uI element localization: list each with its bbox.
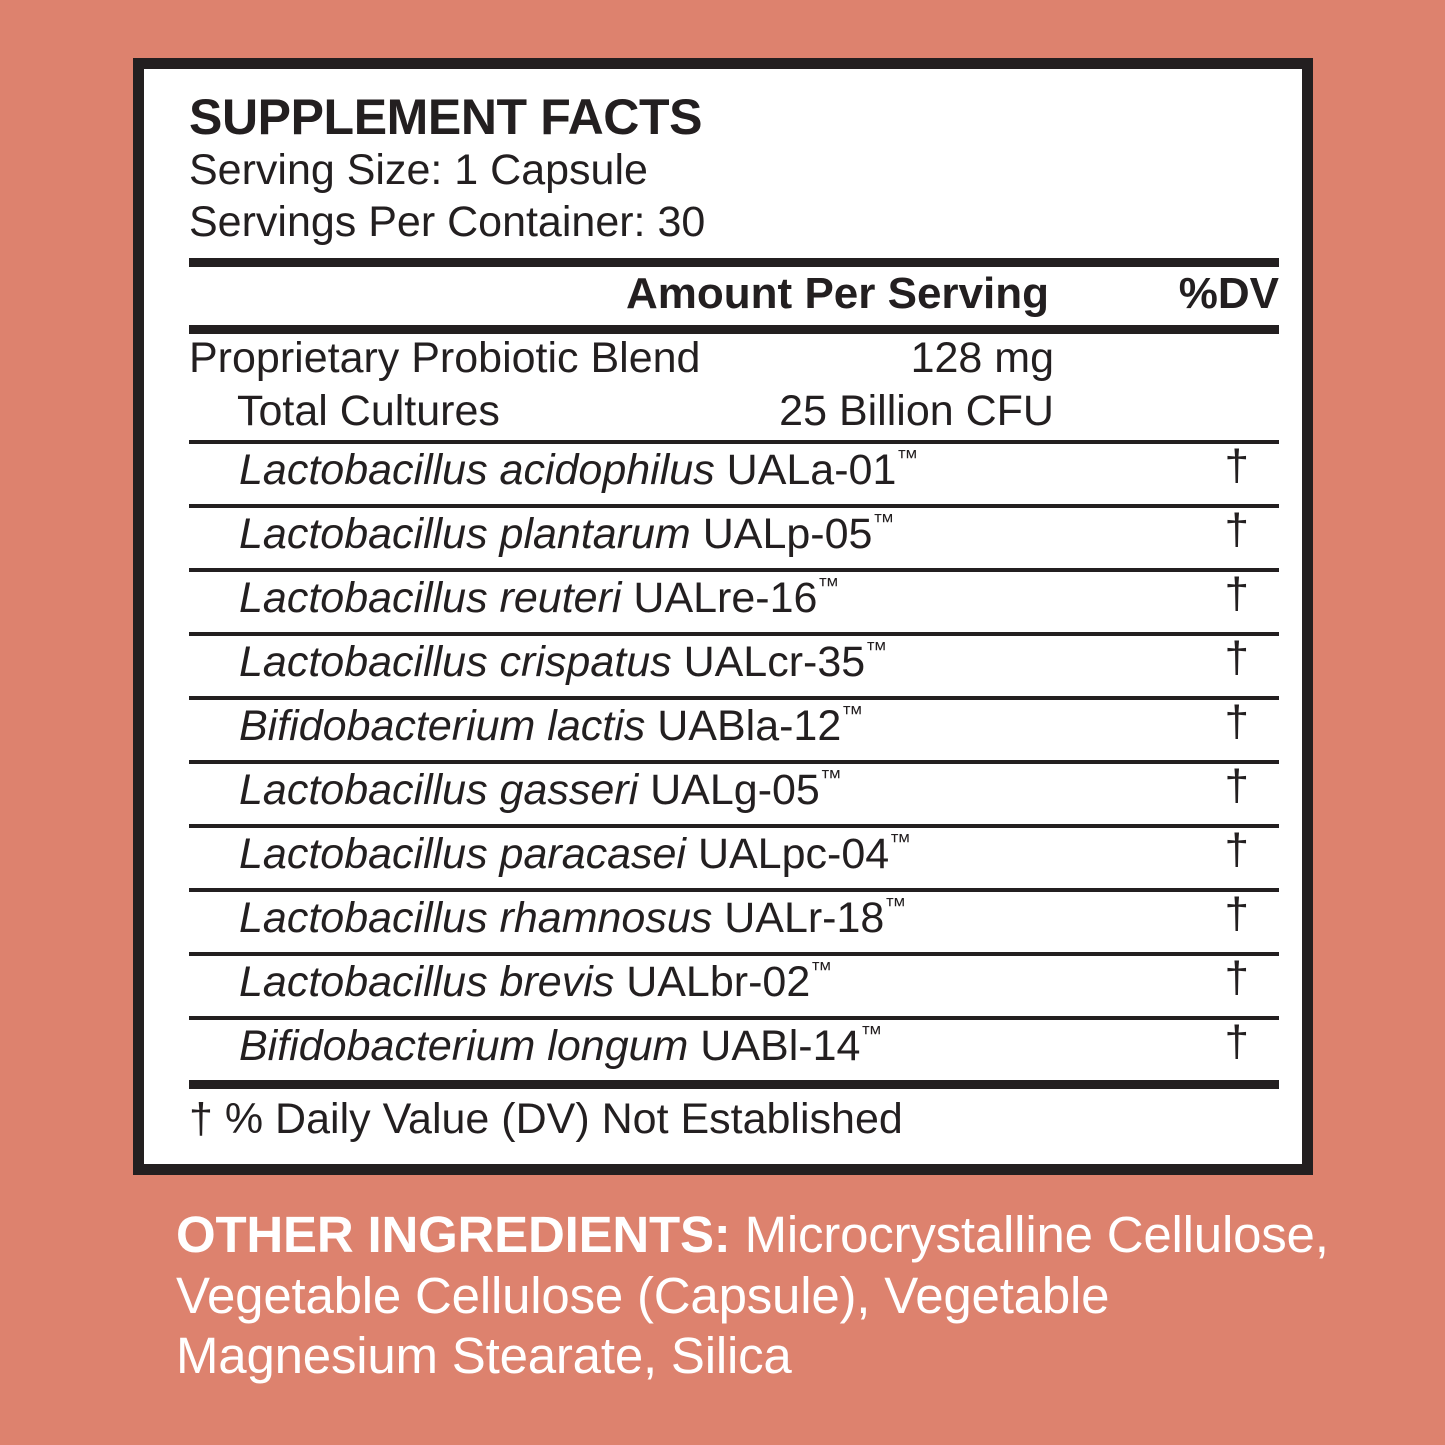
strain-species: Lactobacillus gasseri: [239, 765, 639, 814]
other-ingredients-spacer: [731, 1206, 745, 1263]
strain-species: Lactobacillus acidophilus: [239, 445, 715, 494]
servings-per-container-line: Servings Per Container: 30: [189, 198, 706, 247]
column-header-daily-value: %DV: [1178, 268, 1279, 318]
daily-value-footnote: † % Daily Value (DV) Not Established: [189, 1094, 903, 1143]
spacer: [189, 249, 1268, 258]
trademark-icon: ™: [810, 956, 832, 982]
strain-row-rule: [189, 759, 1279, 764]
strain-code: UALp-05: [702, 509, 873, 558]
column-header-amount: Amount Per Serving: [626, 268, 1049, 318]
strain-daily-value: †: [1224, 696, 1249, 746]
strain-daily-value: †: [1224, 888, 1249, 938]
strain-row: Lactobacillus paracasei UALpc-04™ †: [189, 824, 1279, 888]
blend-name: Proprietary Probiotic Blend: [189, 333, 701, 382]
strain-name: Lactobacillus acidophilus UALa-01™: [239, 445, 918, 495]
strain-row: Lactobacillus brevis UALbr-02™ †: [189, 952, 1279, 1016]
strain-code: UALcr-35: [683, 637, 866, 686]
trademark-icon: ™: [860, 1020, 882, 1046]
strain-row: Lactobacillus gasseri UALg-05™ †: [189, 760, 1279, 824]
blend-row-proprietary: Proprietary Probiotic Blend 128 mg: [189, 334, 1279, 387]
rule-above-footnote: [189, 1079, 1279, 1089]
rule-above-column-headers: [189, 257, 1279, 267]
strain-row-rule: [189, 567, 1279, 572]
panel-title: SUPPLEMENT FACTS: [189, 89, 703, 145]
strain-species: Bifidobacterium longum: [239, 1021, 689, 1070]
strain-row-rule: [189, 631, 1279, 636]
strain-row: Lactobacillus plantarum UALp-05™ †: [189, 504, 1279, 568]
strain-species: Lactobacillus rhamnosus: [239, 893, 713, 942]
strain-code: UALpc-04: [697, 829, 890, 878]
strain-daily-value: †: [1224, 504, 1249, 554]
strain-row-rule: [189, 823, 1279, 828]
strain-name: Bifidobacterium longum UABl-14™: [239, 1021, 882, 1071]
strain-row-rule: [189, 503, 1279, 508]
column-header-row: Amount Per Serving %DV: [189, 267, 1279, 325]
trademark-icon: ™: [884, 892, 906, 918]
strain-name: Bifidobacterium lactis UABla-12™: [239, 701, 863, 751]
blend-row-total-cultures: Total Cultures 25 Billion CFU: [189, 387, 1279, 440]
strain-row: Bifidobacterium lactis UABla-12™ †: [189, 696, 1279, 760]
strain-species: Lactobacillus plantarum: [239, 509, 691, 558]
strain-code: UALr-18: [724, 893, 885, 942]
strain-daily-value: †: [1224, 824, 1249, 874]
strain-name: Lactobacillus rhamnosus UALr-18™: [239, 893, 906, 943]
strain-species: Lactobacillus reuteri: [239, 573, 622, 622]
footnote-row: † % Daily Value (DV) Not Established: [189, 1089, 1279, 1155]
strain-daily-value: †: [1224, 760, 1249, 810]
strain-daily-value: †: [1224, 632, 1249, 682]
trademark-icon: ™: [865, 636, 887, 662]
strain-name: Lactobacillus reuteri UALre-16™: [239, 573, 839, 623]
strain-species: Lactobacillus crispatus: [239, 637, 672, 686]
rule-below-column-headers: [189, 324, 1279, 334]
strain-row-rule: [189, 887, 1279, 892]
strain-row-rule: [189, 1015, 1279, 1020]
strain-code: UALbr-02: [626, 957, 811, 1006]
trademark-icon: ™: [819, 764, 842, 790]
strain-row: Lactobacillus reuteri UALre-16™ †: [189, 568, 1279, 632]
blend-amount: 25 Billion CFU: [779, 386, 1054, 435]
other-ingredients-value: Microcrystalline Cellulose, Vegetable Ce…: [176, 1206, 1329, 1385]
strain-daily-value: †: [1224, 952, 1249, 1002]
other-ingredients-block: OTHER INGREDIENTS: Microcrystalline Cell…: [176, 1205, 1356, 1387]
strain-code: UABla-12: [657, 701, 842, 750]
strain-row: Lactobacillus crispatus UALcr-35™ †: [189, 632, 1279, 696]
trademark-icon: ™: [841, 700, 863, 726]
strain-list: Lactobacillus acidophilus UALa-01™ † Lacto…: [189, 439, 1279, 1080]
strain-code: UABl-14: [700, 1021, 861, 1070]
strain-code: UALre-16: [633, 573, 818, 622]
strain-name: Lactobacillus gasseri UALg-05™: [239, 764, 842, 815]
strain-row-rule: [189, 695, 1279, 700]
strain-name: Lactobacillus paracasei UALpc-04™: [239, 829, 911, 879]
blend-amount: 128 mg: [910, 333, 1054, 382]
strain-species: Bifidobacterium lactis: [239, 701, 646, 750]
trademark-icon: ™: [872, 508, 894, 534]
blend-name: Total Cultures: [237, 386, 500, 435]
supplement-facts-panel: SUPPLEMENT FACTS Serving Size: 1 Capsule…: [133, 58, 1313, 1175]
strain-row: Bifidobacterium longum UABl-14™ †: [189, 1016, 1279, 1080]
strain-row: Lactobacillus rhamnosus UALr-18™ †: [189, 888, 1279, 952]
other-ingredients-label: OTHER INGREDIENTS:: [176, 1206, 731, 1263]
strain-code: UALa-01: [726, 445, 897, 494]
strain-row-rule: [189, 439, 1279, 444]
strain-row-rule: [189, 951, 1279, 956]
strain-daily-value: †: [1224, 1016, 1249, 1066]
strain-daily-value: †: [1224, 568, 1249, 618]
strain-species: Lactobacillus brevis: [239, 957, 615, 1006]
strain-daily-value: †: [1224, 440, 1249, 490]
strain-code: UALg-05: [650, 765, 820, 814]
trademark-icon: ™: [817, 572, 839, 598]
trademark-icon: ™: [896, 444, 918, 470]
strain-species: Lactobacillus paracasei: [239, 829, 686, 878]
supplement-facts-content: SUPPLEMENT FACTS Serving Size: 1 Capsule…: [189, 89, 1279, 1164]
serving-size-line: Serving Size: 1 Capsule: [189, 146, 648, 194]
strain-name: Lactobacillus plantarum UALp-05™: [239, 509, 894, 559]
strain-row: Lactobacillus acidophilus UALa-01™ †: [189, 440, 1279, 504]
strain-name: Lactobacillus brevis UALbr-02™: [239, 957, 832, 1007]
trademark-icon: ™: [889, 828, 911, 854]
strain-name: Lactobacillus crispatus UALcr-35™: [239, 637, 887, 687]
